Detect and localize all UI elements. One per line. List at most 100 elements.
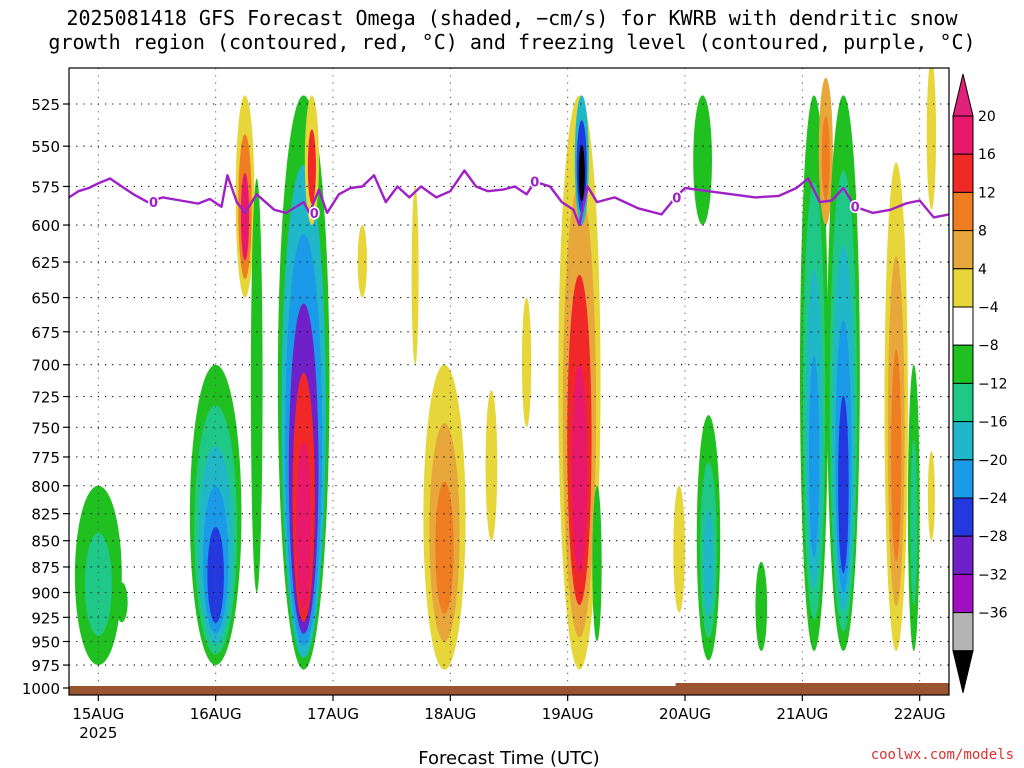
y-tick-label: 900 — [31, 585, 60, 603]
y-tick-label: 725 — [31, 389, 60, 407]
omega-contour — [808, 355, 820, 558]
x-tick-label: 16AUG — [190, 705, 242, 723]
freezing-level-label: 0 — [310, 207, 319, 222]
credit-link[interactable]: coolwx.com/models — [871, 747, 1014, 763]
omega-region — [926, 68, 937, 210]
freezing-level-label: 0 — [672, 191, 681, 206]
omega-region — [357, 225, 368, 298]
colorbar-swatch — [952, 497, 974, 537]
freezing-level-contour: 0 0 0 0 0 — [69, 169, 949, 227]
chart-title-line-2: growth region (contoured, red, °C) and f… — [48, 30, 976, 54]
omega-contour — [891, 349, 902, 562]
omega-region — [235, 95, 255, 298]
colorbar-swatch — [952, 191, 974, 232]
colorbar-swatch — [952, 421, 974, 461]
omega-contour — [910, 439, 918, 605]
omega-contour — [435, 481, 454, 614]
omega-contour — [821, 116, 830, 202]
omega-region — [693, 95, 712, 226]
omega-contour — [240, 172, 250, 261]
y-tick-label: 1000 — [22, 680, 60, 698]
omega-region — [521, 297, 532, 428]
y-tick-label: 575 — [31, 178, 60, 196]
omega-contour — [838, 395, 849, 574]
omega-contour — [411, 186, 419, 365]
x-tick-label: 20AUG — [659, 705, 711, 723]
terrain-fill — [675, 683, 949, 687]
colorbar-tick-label: −24 — [978, 491, 1008, 507]
x-tick-label: 18AUG — [424, 705, 476, 723]
colorbar-tick-label: 16 — [978, 147, 996, 163]
y-tick-label: 850 — [31, 533, 60, 551]
omega-region — [115, 582, 128, 623]
chart-title-line-1: 2025081418 GFS Forecast Omega (shaded, −… — [66, 6, 958, 30]
colorbar-tick-label: 20 — [978, 109, 996, 125]
colorbar: 20 16 12 8 4 −4 −8 −12 −16 −20 −24 −28 −32 −36 — [952, 73, 1008, 693]
colorbar-tick-label: 12 — [978, 185, 996, 201]
y-tick-label: 825 — [31, 506, 60, 524]
omega-region — [755, 561, 768, 652]
omega-region — [304, 95, 319, 226]
omega-contour — [673, 485, 686, 613]
colorbar-tick-label: −32 — [978, 567, 1008, 583]
omega-region — [277, 95, 330, 670]
omega-contour — [307, 129, 316, 204]
omega-region — [927, 451, 935, 541]
terrain-fill — [69, 686, 949, 695]
freezing-level-label: 0 — [851, 201, 860, 216]
colorbar-tick-label: −36 — [978, 606, 1008, 622]
colorbar-tick-label: 4 — [978, 262, 987, 278]
omega-region — [558, 95, 601, 670]
omega-region — [884, 162, 908, 652]
omega-region — [673, 485, 686, 613]
omega-region — [818, 77, 833, 226]
omega-region — [592, 485, 602, 642]
x-tick-label: 17AUG — [307, 705, 359, 723]
omega-region — [250, 178, 263, 593]
omega-contour — [571, 364, 588, 573]
colorbar-tick-label: −12 — [978, 376, 1008, 392]
colorbar-top-triangle — [952, 73, 974, 117]
colorbar-bottom-triangle — [952, 650, 974, 693]
colorbar-tick-label: 8 — [978, 224, 987, 240]
y-axis: 525 550 575 600 625 650 675 700 725 750 775 800 825 8… — [22, 96, 69, 698]
y-tick-label: 800 — [31, 478, 60, 496]
omega-contour — [578, 145, 585, 202]
omega-contour — [207, 526, 224, 624]
y-tick-label: 875 — [31, 559, 60, 577]
y-tick-label: 775 — [31, 449, 60, 467]
omega-contour — [357, 225, 368, 298]
y-tick-label: 600 — [31, 217, 60, 235]
omega-region — [423, 364, 466, 670]
y-tick-label: 625 — [31, 254, 60, 272]
plot-area: 0 0 0 0 0 — [68, 67, 950, 696]
colorbar-swatch — [952, 459, 974, 499]
colorbar-swatch — [952, 115, 974, 155]
x-tick-label: 19AUG — [542, 705, 594, 723]
x-axis-title: Forecast Time (UTC) — [418, 748, 599, 768]
omega-region — [189, 364, 242, 666]
omega-contour — [84, 532, 112, 636]
colorbar-swatch — [952, 153, 974, 193]
colorbar-swatch — [952, 382, 974, 423]
colorbar-tick-label: −20 — [978, 453, 1008, 469]
terrain-band — [69, 683, 949, 695]
omega-contour — [296, 442, 312, 610]
omega-contour — [485, 390, 498, 541]
omega-contour — [927, 451, 935, 541]
freezing-level-label: 0 — [530, 176, 539, 191]
omega-region — [411, 186, 419, 365]
omega-region — [485, 390, 498, 541]
omega-region — [826, 95, 860, 652]
colorbar-swatch — [952, 535, 974, 575]
omega-contour — [755, 561, 768, 652]
colorbar-swatch — [952, 306, 974, 346]
colorbar-tick-label: −28 — [978, 529, 1008, 545]
colorbar-tick-label: −16 — [978, 415, 1008, 431]
omega-contour — [703, 509, 714, 616]
y-tick-label: 525 — [31, 96, 60, 114]
omega-contour — [115, 582, 128, 623]
colorbar-swatch — [952, 612, 974, 652]
y-tick-label: 750 — [31, 419, 60, 437]
